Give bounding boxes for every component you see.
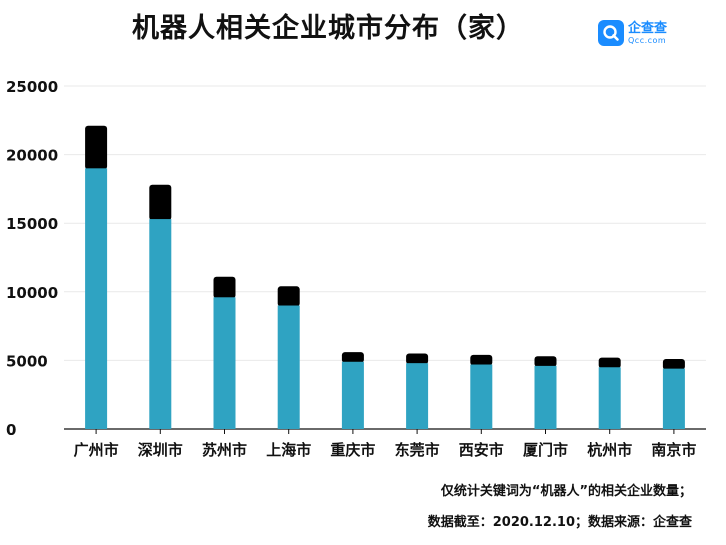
x-tick-label: 广州市 — [74, 441, 119, 459]
y-tick-label: 10000 — [6, 284, 58, 302]
x-tick-label: 东莞市 — [395, 441, 440, 459]
x-tick-label: 重庆市 — [330, 441, 375, 459]
y-tick-label: 0 — [6, 421, 16, 439]
bar-cap — [534, 356, 557, 367]
footnote-source: 数据截至：2020.12.10；数据来源：企查查 — [427, 515, 692, 530]
bar-cap — [277, 286, 300, 307]
bar-cap — [85, 125, 108, 170]
bar-cap — [662, 359, 685, 370]
footnote-scope: 仅统计关键词为“机器人”的相关企业数量； — [440, 484, 692, 499]
logo-sub: Qcc.com — [628, 35, 667, 45]
y-tick-label: 20000 — [6, 147, 58, 165]
bar — [534, 365, 557, 429]
chart-title: 机器人相关企业城市分布（家） — [132, 13, 524, 44]
qcc-logo-icon — [598, 20, 624, 46]
y-tick-label: 15000 — [6, 215, 58, 233]
y-tick-label: 25000 — [6, 78, 58, 96]
bar — [149, 219, 172, 429]
x-tick-label: 厦门市 — [523, 441, 568, 459]
x-tick-label: 上海市 — [266, 441, 311, 459]
bar — [85, 168, 108, 429]
bar — [406, 363, 429, 429]
bar — [662, 368, 685, 429]
bar-cap — [149, 184, 172, 221]
qcc-logo: 企查查 Qcc.com — [598, 18, 667, 48]
bar — [470, 364, 493, 429]
bar-cap — [598, 357, 621, 369]
bar — [213, 297, 236, 429]
bar — [341, 361, 364, 429]
x-tick-label: 南京市 — [651, 441, 696, 459]
x-tick-label: 西安市 — [459, 441, 504, 459]
x-tick-label: 苏州市 — [202, 441, 247, 459]
bar-cap — [470, 354, 493, 366]
bar-cap — [213, 276, 236, 299]
y-tick-label: 5000 — [6, 352, 48, 370]
bar-cap — [406, 353, 429, 365]
x-tick-label: 深圳市 — [138, 441, 183, 459]
x-tick-label: 杭州市 — [587, 441, 632, 459]
bar — [277, 305, 300, 429]
logo-name: 企查查 — [628, 20, 668, 36]
bar-cap — [341, 352, 364, 363]
bar — [598, 367, 621, 429]
